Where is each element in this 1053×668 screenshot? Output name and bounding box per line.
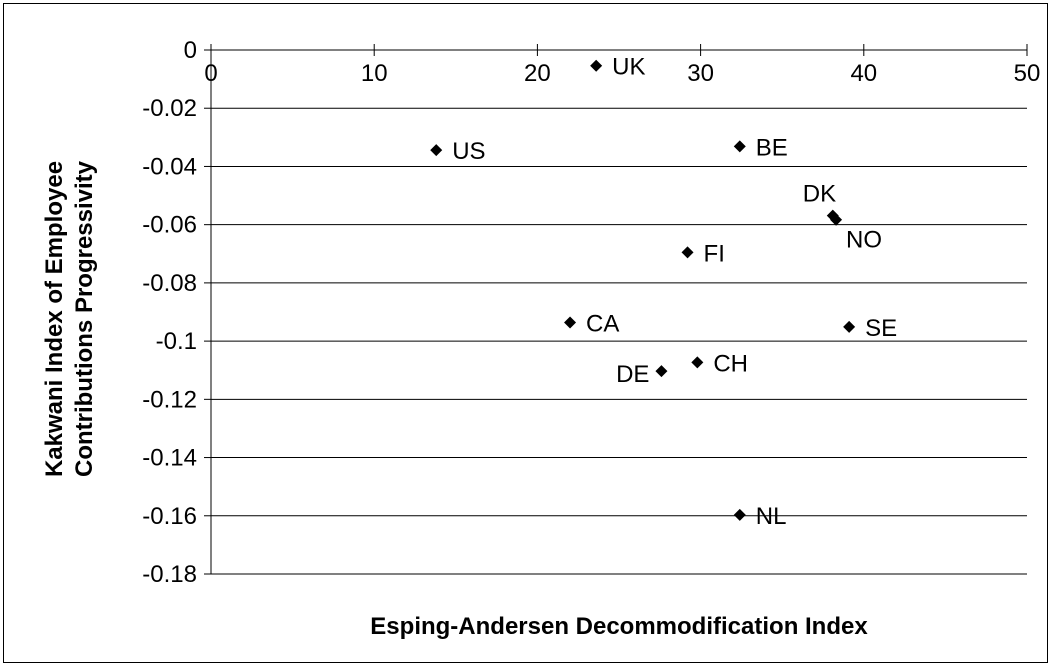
y-tick-label: -0.02 [142, 95, 197, 122]
y-axis-title: Kakwani Index of Employee Contributions P… [41, 160, 98, 477]
chart-frame: 0 -0.02 -0.04 -0.06 -0.08 -0.1 -0.12 -0.14 -0.16… [3, 3, 1048, 663]
y-tick-label: 0 [184, 37, 197, 64]
point-label-ca: CA [586, 310, 619, 337]
point-label-ch: CH [713, 350, 748, 377]
x-tick-label: 50 [1014, 60, 1041, 87]
point-label-us: US [452, 138, 485, 165]
point-label-dk: DK [803, 181, 836, 208]
x-tick-labels: 0 10 20 30 40 50 [204, 60, 1040, 87]
x-axis-title: Esping-Andersen Decommodification Index [370, 613, 868, 640]
y-tick-label: -0.18 [142, 561, 197, 588]
point-label-fi: FI [704, 240, 725, 267]
point-label-uk: UK [612, 54, 645, 81]
x-tick-label: 20 [524, 60, 551, 87]
y-tick-label: -0.12 [142, 386, 197, 413]
scatter-chart: 0 -0.02 -0.04 -0.06 -0.08 -0.1 -0.12 -0.14 -0.16… [41, 37, 1040, 640]
y-axis-title-line: Kakwani Index of Employee [41, 161, 68, 477]
data-point-fi [681, 246, 694, 259]
data-point-no [830, 213, 843, 226]
data-point-be [733, 140, 746, 153]
data-point-de [655, 365, 668, 378]
x-tick-label: 30 [687, 60, 714, 87]
data-point-nl [733, 508, 746, 521]
y-axis-title-line: Contributions Progressivity [71, 160, 98, 477]
y-tick-label: -0.06 [142, 212, 197, 239]
y-tick-labels: 0 -0.02 -0.04 -0.06 -0.08 -0.1 -0.12 -0.14 -0.16… [142, 37, 197, 588]
x-tick-label: 0 [204, 60, 217, 87]
y-tick-label: -0.08 [142, 270, 197, 297]
axes [204, 44, 1028, 575]
gridlines [211, 49, 1027, 575]
y-tick-label: -0.14 [142, 445, 197, 472]
data-point-uk [590, 59, 603, 72]
point-label-se: SE [865, 315, 897, 342]
data-point-ca [564, 316, 577, 329]
x-tick-label: 40 [850, 60, 877, 87]
x-tick-label: 10 [361, 60, 388, 87]
y-tick-label: -0.16 [142, 503, 197, 530]
data-point-ch [691, 356, 704, 369]
point-label-be: BE [756, 134, 788, 161]
point-label-nl: NL [756, 503, 787, 530]
data-point-se [843, 320, 856, 333]
data-points: UK US BE DK NO FI CA SE CH DE NL [430, 54, 897, 530]
y-tick-label: -0.04 [142, 153, 197, 180]
point-label-de: DE [616, 361, 649, 388]
data-point-us [430, 144, 443, 157]
point-label-no: NO [846, 227, 882, 254]
y-tick-label: -0.1 [156, 328, 197, 355]
